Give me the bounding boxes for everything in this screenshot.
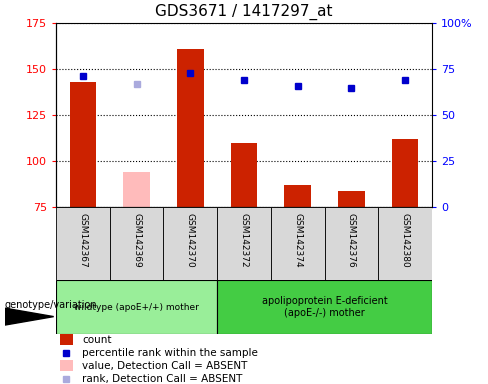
Bar [325,207,378,280]
Bar [338,191,365,207]
Bar [56,280,217,334]
Bar [284,185,311,207]
Title: GDS3671 / 1417297_at: GDS3671 / 1417297_at [155,4,333,20]
Text: GSM142374: GSM142374 [293,213,302,268]
Text: genotype/variation: genotype/variation [5,300,98,310]
Text: GSM142380: GSM142380 [401,213,409,268]
Bar [217,280,432,334]
Bar [123,172,150,207]
Bar [70,82,97,207]
Text: percentile rank within the sample: percentile rank within the sample [82,348,258,358]
Bar [60,334,73,345]
Text: GSM142376: GSM142376 [347,213,356,268]
Text: apolipoprotein E-deficient
(apoE-/-) mother: apolipoprotein E-deficient (apoE-/-) mot… [262,296,387,318]
Bar [378,207,432,280]
Bar [60,360,73,371]
Bar [56,207,110,280]
Text: GSM142367: GSM142367 [79,213,87,268]
Text: GSM142372: GSM142372 [240,213,248,268]
Text: GSM142369: GSM142369 [132,213,141,268]
Bar [230,143,258,207]
Bar [271,207,325,280]
Bar [392,139,419,207]
Bar [110,207,163,280]
Text: value, Detection Call = ABSENT: value, Detection Call = ABSENT [82,361,248,371]
Text: count: count [82,334,112,344]
Text: GSM142370: GSM142370 [186,213,195,268]
Bar [177,49,204,207]
Text: rank, Detection Call = ABSENT: rank, Detection Call = ABSENT [82,374,243,384]
Bar [217,207,271,280]
Polygon shape [5,308,54,325]
Text: wildtype (apoE+/+) mother: wildtype (apoE+/+) mother [74,303,199,312]
Bar [163,207,217,280]
